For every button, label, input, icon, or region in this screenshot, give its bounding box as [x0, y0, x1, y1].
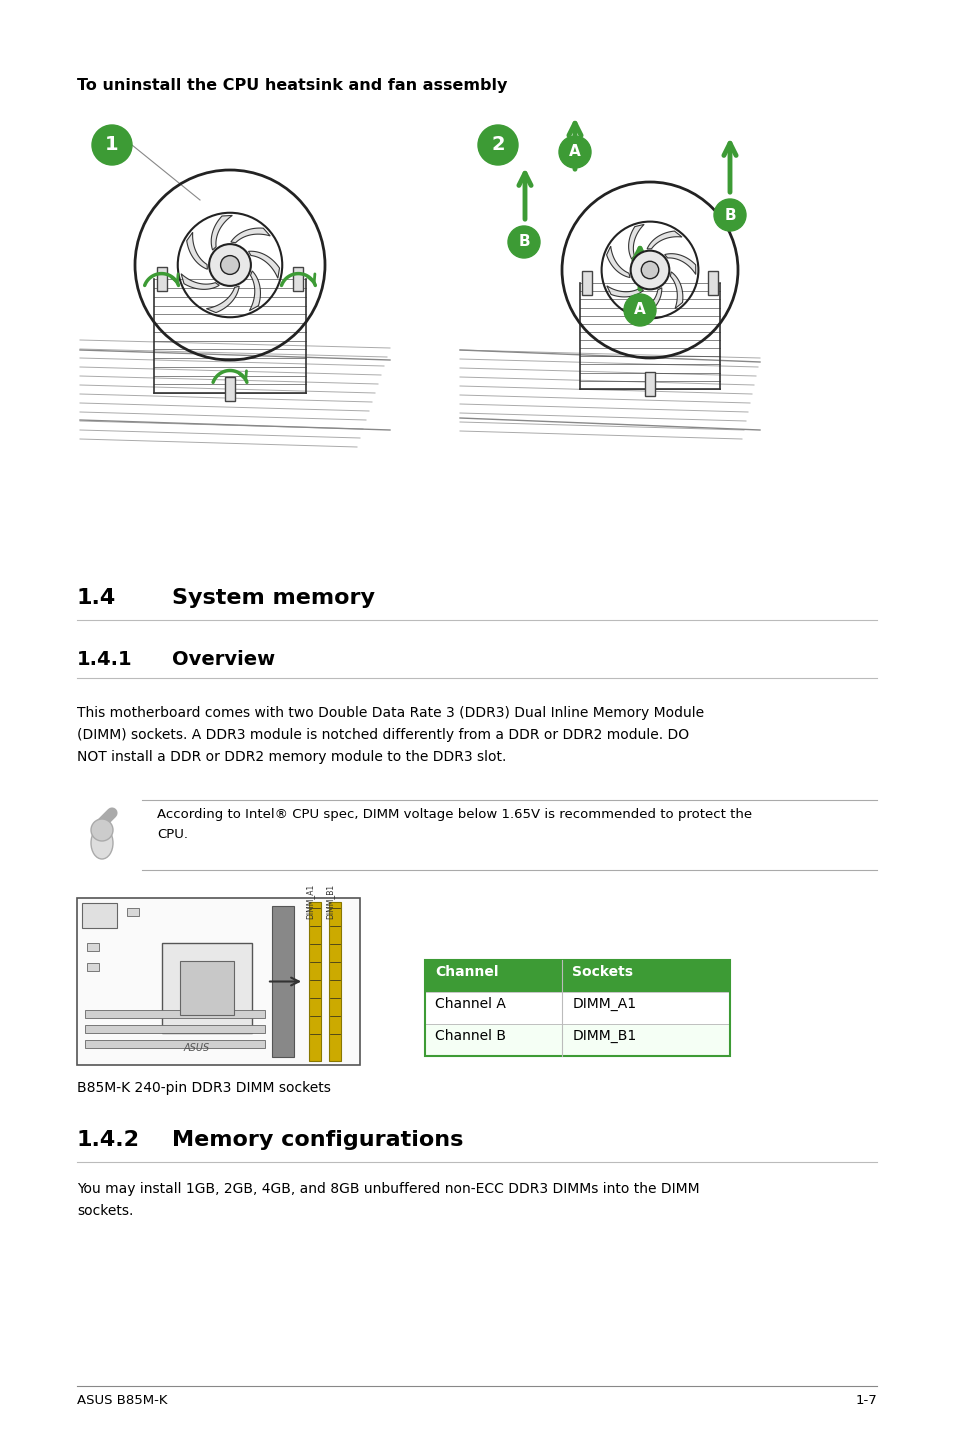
Text: According to Intel® CPU spec, DIMM voltage below 1.65V is recommended to protect: According to Intel® CPU spec, DIMM volta…	[157, 808, 751, 821]
Text: Channel A: Channel A	[435, 997, 505, 1011]
Bar	[424, 1024, 729, 1055]
Text: 1-7: 1-7	[854, 1393, 876, 1406]
Bar	[77, 897, 359, 1066]
Bar	[162, 943, 252, 1032]
Bar	[225, 377, 234, 401]
FancyArrowPatch shape	[100, 812, 112, 825]
Circle shape	[91, 125, 132, 165]
Polygon shape	[606, 246, 629, 278]
Text: 1.4: 1.4	[77, 588, 116, 608]
Bar	[294, 267, 303, 292]
Polygon shape	[181, 273, 219, 289]
Circle shape	[220, 256, 239, 275]
Polygon shape	[211, 216, 233, 250]
Circle shape	[209, 244, 251, 286]
Circle shape	[640, 262, 658, 279]
Ellipse shape	[91, 827, 112, 858]
Text: System memory: System memory	[172, 588, 375, 608]
Bar	[127, 907, 139, 916]
Bar	[708, 272, 718, 295]
Bar	[180, 961, 233, 1015]
Text: CPU.: CPU.	[157, 828, 188, 841]
Text: B: B	[517, 234, 529, 250]
Bar	[85, 1025, 265, 1032]
Polygon shape	[187, 233, 207, 269]
Text: 1: 1	[105, 135, 119, 154]
Polygon shape	[628, 224, 643, 259]
Text: 2: 2	[491, 135, 504, 154]
Polygon shape	[206, 286, 239, 312]
Text: sockets.: sockets.	[77, 1204, 133, 1218]
Text: DIMM_A1: DIMM_A1	[305, 883, 314, 919]
Text: ASUS: ASUS	[184, 1043, 210, 1053]
Text: Memory configurations: Memory configurations	[172, 1130, 463, 1150]
Text: DIMM_A1: DIMM_A1	[572, 997, 636, 1011]
Bar	[644, 372, 655, 397]
Text: ASUS B85M-K: ASUS B85M-K	[77, 1393, 168, 1406]
Bar	[85, 1009, 265, 1018]
Text: DIMM_B1: DIMM_B1	[572, 1028, 636, 1043]
Polygon shape	[249, 270, 260, 311]
Bar	[424, 992, 729, 1024]
Bar	[424, 961, 729, 1055]
Polygon shape	[646, 232, 681, 249]
Text: To uninstall the CPU heatsink and fan assembly: To uninstall the CPU heatsink and fan as…	[77, 78, 507, 93]
Circle shape	[713, 198, 745, 232]
Text: Channel: Channel	[435, 965, 498, 979]
Text: Channel B: Channel B	[435, 1028, 505, 1043]
Bar	[87, 963, 99, 971]
Polygon shape	[670, 272, 682, 309]
Bar	[156, 267, 167, 292]
Polygon shape	[248, 252, 279, 279]
Text: B85M-K 240-pin DDR3 DIMM sockets: B85M-K 240-pin DDR3 DIMM sockets	[77, 1081, 331, 1094]
Bar	[424, 961, 729, 992]
Circle shape	[558, 137, 590, 168]
Bar	[309, 902, 320, 1061]
Bar	[85, 1040, 265, 1048]
Circle shape	[91, 820, 112, 841]
Circle shape	[477, 125, 517, 165]
Text: DIMM_B1: DIMM_B1	[325, 883, 334, 919]
Circle shape	[507, 226, 539, 257]
Text: This motherboard comes with two Double Data Rate 3 (DDR3) Dual Inline Memory Mod: This motherboard comes with two Double D…	[77, 706, 703, 720]
Polygon shape	[664, 253, 695, 275]
Polygon shape	[606, 286, 642, 296]
Bar	[87, 943, 99, 951]
Text: 1.4.2: 1.4.2	[77, 1130, 140, 1150]
Text: NOT install a DDR or DDR2 memory module to the DDR3 slot.: NOT install a DDR or DDR2 memory module …	[77, 751, 506, 764]
Text: A: A	[634, 302, 645, 318]
Text: B: B	[723, 207, 735, 223]
Text: You may install 1GB, 2GB, 4GB, and 8GB unbuffered non-ECC DDR3 DIMMs into the DI: You may install 1GB, 2GB, 4GB, and 8GB u…	[77, 1182, 699, 1196]
Circle shape	[623, 293, 656, 326]
Circle shape	[630, 250, 669, 289]
Bar	[581, 272, 591, 295]
Text: Overview: Overview	[172, 650, 274, 669]
Polygon shape	[231, 229, 270, 243]
Bar	[329, 902, 340, 1061]
Text: A: A	[569, 144, 580, 160]
Bar	[82, 903, 117, 928]
Bar	[272, 906, 294, 1057]
Polygon shape	[635, 288, 661, 316]
Text: (DIMM) sockets. A DDR3 module is notched differently from a DDR or DDR2 module. : (DIMM) sockets. A DDR3 module is notched…	[77, 728, 688, 742]
Text: Sockets: Sockets	[572, 965, 633, 979]
Text: 1.4.1: 1.4.1	[77, 650, 132, 669]
